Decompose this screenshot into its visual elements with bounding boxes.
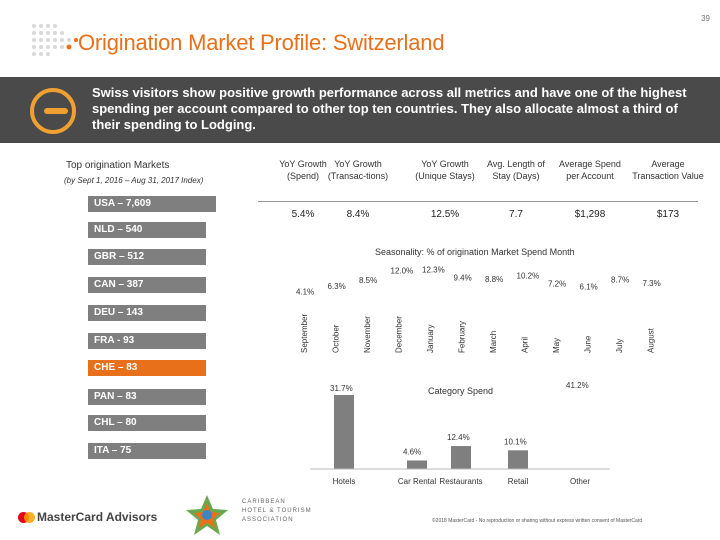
category-bar: [407, 460, 427, 469]
season-month-label: May: [552, 338, 561, 353]
category-value-label: 31.7%: [330, 384, 353, 393]
market-bar-1: NLD – 540: [88, 222, 206, 238]
season-value-label: 6.3%: [328, 282, 346, 291]
season-value-label: 12.0%: [391, 266, 414, 275]
page-number: 39: [701, 14, 710, 23]
market-bar-7: PAN – 83: [88, 389, 206, 405]
mastercard-advisors-logo: MasterCard Advisors: [18, 510, 157, 524]
metric-header-3: Avg. Length of Stay (Days): [487, 159, 545, 181]
season-month-label: April: [521, 337, 530, 353]
season-month-label: October: [332, 324, 341, 353]
summary-banner: [0, 77, 720, 143]
category-axis-label: Retail: [508, 477, 529, 486]
season-value-label: 7.2%: [548, 279, 566, 288]
cht-star-logo: [186, 495, 228, 535]
category-value-label: 41.2%: [566, 381, 589, 390]
season-value-label: 10.2%: [517, 271, 540, 280]
season-month-label: July: [615, 339, 624, 353]
season-month-label: June: [584, 335, 593, 353]
category-axis-label: Restaurants: [439, 477, 482, 486]
category-value-label: 4.6%: [403, 447, 421, 456]
season-value-label: 8.7%: [611, 275, 629, 284]
search-icon: [30, 88, 76, 134]
category-axis-label: Hotels: [333, 477, 356, 486]
season-value-label: 6.1%: [580, 282, 598, 291]
category-axis-label: Other: [570, 477, 590, 486]
dots-decoration: [32, 24, 78, 56]
copyright: ©2018 MasterCard - No reproduction or sh…: [432, 518, 643, 524]
metric-header-2: YoY Growth (Unique Stays): [415, 159, 475, 181]
category-value-label: 12.4%: [447, 433, 470, 442]
category-bar: [508, 450, 528, 469]
cht-logo-text: CARIBBEAN HOTEL & TOURISM ASSOCIATION: [242, 499, 312, 523]
seasonality-title: Seasonality: % of origination Market Spe…: [375, 247, 575, 257]
metric-value-5: $173: [656, 209, 680, 220]
metric-header-0: YoY Growth (Spend): [279, 159, 327, 181]
season-month-label: March: [489, 331, 498, 353]
markets-title: Top origination Markets: [66, 160, 170, 171]
market-bar-4: DEU – 143: [88, 305, 206, 321]
metric-header-5: Average Transaction Value: [632, 159, 704, 181]
season-value-label: 9.4%: [454, 273, 472, 282]
season-value-label: 8.8%: [485, 275, 503, 284]
season-value-label: 4.1%: [296, 288, 314, 297]
metric-value-4: $1,298: [574, 209, 606, 220]
metric-value-1: 8.4%: [346, 209, 370, 220]
market-bar-2: GBR – 512: [88, 249, 206, 265]
markets-subtitle: (by Sept 1, 2016 – Aug 31, 2017 Index): [64, 176, 204, 185]
brand-name: MasterCard Advisors: [37, 510, 158, 524]
season-month-label: February: [458, 321, 467, 353]
market-bar-5: FRA - 93: [88, 333, 206, 349]
metric-value-0: 5.4%: [291, 209, 315, 220]
season-month-label: August: [647, 327, 656, 353]
season-month-label: December: [395, 316, 404, 353]
season-month-label: September: [300, 314, 309, 353]
metric-header-4: Average Spend per Account: [559, 159, 621, 181]
metric-header-1: YoY Growth (Transac-tions): [327, 159, 389, 181]
category-axis-label: Car Rental: [398, 477, 436, 486]
summary-text: Swiss visitors show positive growth perf…: [92, 85, 687, 132]
season-value-label: 7.3%: [643, 279, 661, 288]
category-bar: [451, 446, 471, 469]
market-bar-9: ITA – 75: [88, 443, 206, 459]
metric-value-3: 7.7: [509, 209, 523, 220]
market-bar-6: CHE – 83: [88, 360, 206, 376]
market-bar-0: USA – 7,609: [88, 196, 216, 212]
category-chart: 31.7% Hotels 4.6% Car Rental 12.4% Restaurant…: [310, 381, 610, 486]
category-value-label: 10.1%: [504, 437, 527, 446]
season-month-label: January: [426, 325, 435, 353]
season-month-label: November: [363, 316, 372, 353]
page-title: Origination Market Profile: Switzerland: [78, 30, 445, 55]
market-bar-3: CAN – 387: [88, 277, 206, 293]
category-bar: [334, 395, 354, 469]
season-value-label: 12.3%: [422, 266, 445, 275]
metric-value-2: 12.5%: [430, 209, 460, 220]
seasonality-chart: 4.1% September 6.3% October 8.5% November 12.0…: [296, 266, 661, 353]
category-title: Category Spend: [428, 386, 494, 396]
market-bar-8: CHL – 80: [88, 415, 206, 431]
season-value-label: 8.5%: [359, 276, 377, 285]
table-divider: [258, 201, 698, 202]
